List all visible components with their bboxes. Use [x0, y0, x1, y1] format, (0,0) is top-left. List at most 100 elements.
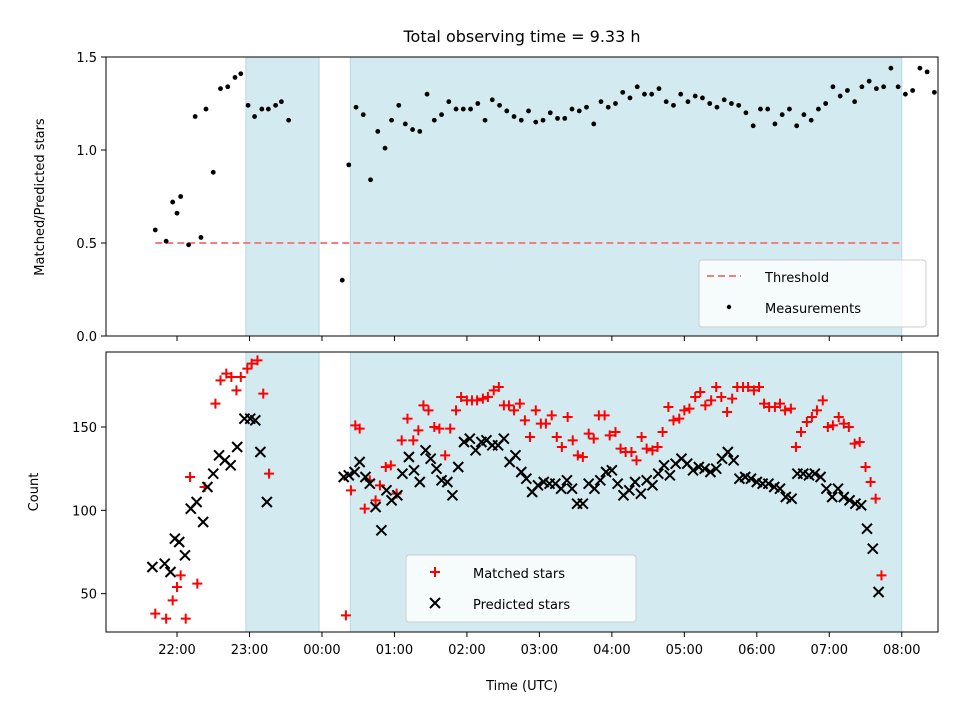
matched-star-point — [345, 485, 356, 496]
predicted-star-point — [843, 494, 856, 507]
matched-star-point — [562, 412, 573, 422]
matched-star-point — [370, 495, 381, 506]
predicted-star-point — [364, 477, 376, 490]
x-tick-label: 06:00 — [738, 643, 775, 658]
matched-star-point — [641, 443, 652, 454]
predicted-star-point — [606, 464, 618, 477]
predicted-star-point — [375, 524, 388, 537]
measurement-point — [245, 102, 251, 108]
predicted-star-point — [190, 496, 203, 508]
predicted-star-point — [414, 476, 426, 488]
legend-x-marker — [429, 597, 441, 609]
bottom-shade-band — [245, 352, 320, 632]
measurement-point — [518, 117, 524, 123]
matched-star-point — [647, 445, 658, 456]
matched-star-point — [451, 405, 462, 416]
matched-star-point — [226, 372, 237, 382]
predicted-star-point — [704, 466, 717, 478]
matched-star-point — [385, 460, 396, 471]
matched-star-point — [854, 437, 865, 447]
matched-star-point — [860, 462, 871, 472]
predicted-star-point — [855, 499, 867, 512]
predicted-star-point — [403, 451, 415, 463]
matched-star-point — [577, 452, 588, 462]
predicted-star-point — [832, 482, 844, 495]
predicted-star-point — [515, 466, 527, 478]
measurement-point — [830, 84, 836, 90]
top-y-tick-label: 1.0 — [76, 144, 97, 159]
measurement-point — [511, 114, 517, 119]
measurement-point — [475, 101, 481, 106]
matched-star-point — [493, 382, 504, 392]
matched-star-point — [843, 422, 854, 432]
matched-star-point — [716, 392, 727, 402]
predicted-star-point — [458, 436, 470, 448]
x-tick-label: 08:00 — [883, 643, 920, 658]
top-y-tick-label: 1.5 — [76, 51, 97, 66]
bottom-legend: Matched stars Predicted stars — [405, 554, 637, 623]
measurement-point — [569, 106, 575, 112]
matched-star-point — [246, 358, 257, 369]
predicted-star-point — [520, 472, 533, 485]
bottom-legend-box — [405, 554, 637, 623]
top-series-layer — [152, 65, 937, 283]
measurement-point — [152, 227, 158, 233]
matched-star-point — [530, 405, 541, 416]
chart-title: Total observing time = 9.33 h — [402, 27, 640, 46]
legend-plus-marker — [430, 567, 440, 577]
measurement-point — [339, 277, 345, 283]
top-y-axis-label: Matched/Predicted stars — [33, 118, 48, 276]
measurement-point — [346, 162, 352, 168]
legend-measurements-swatch — [726, 304, 732, 310]
predicted-star-point — [158, 557, 171, 570]
predicted-star-point — [814, 471, 827, 483]
matched-star-point — [354, 423, 365, 434]
matched-star-point — [811, 405, 822, 416]
measurement-point — [225, 84, 231, 90]
matched-star-point — [396, 435, 407, 446]
measurement-point — [671, 102, 676, 108]
measurement-point — [794, 123, 800, 129]
measurement-point — [170, 199, 176, 205]
matched-star-point — [806, 412, 817, 422]
measurement-point — [931, 89, 937, 95]
matched-star-point — [604, 430, 615, 441]
matched-star-point — [833, 412, 844, 422]
matched-star-point — [822, 422, 833, 432]
matched-star-point — [192, 578, 203, 589]
measurement-point — [453, 106, 459, 112]
measurement-point — [714, 104, 720, 110]
measurement-point — [685, 99, 691, 105]
measurement-point — [888, 65, 894, 71]
measurement-point — [526, 108, 531, 114]
matched-star-point — [185, 472, 196, 482]
matched-star-point — [769, 402, 780, 412]
measurement-point — [881, 84, 887, 90]
matched-star-point — [636, 432, 647, 442]
measurement-point — [736, 102, 742, 108]
x-axis-label: Time (UTC) — [485, 679, 558, 694]
predicted-star-point — [452, 461, 464, 473]
x-tick-label: 04:00 — [593, 643, 630, 658]
legend-matched-label: Matched stars — [473, 567, 565, 582]
matched-star-point — [434, 423, 445, 434]
matched-star-point — [482, 392, 493, 402]
measurement-point — [765, 106, 771, 112]
predicted-star-point — [424, 452, 437, 465]
matched-star-point — [252, 355, 263, 366]
measurement-point — [396, 102, 402, 108]
measurement-point — [779, 112, 785, 118]
measurement-point — [389, 117, 394, 123]
predicted-star-point — [809, 467, 821, 480]
measurement-point — [547, 110, 553, 116]
measurement-point — [866, 78, 872, 84]
matched-star-point — [546, 410, 557, 421]
legend-matched-swatch — [430, 567, 440, 577]
predicted-star-point — [652, 467, 664, 480]
measurement-point — [203, 106, 209, 112]
matched-star-point — [674, 413, 685, 424]
measurement-point — [816, 106, 821, 112]
measurement-point — [801, 112, 807, 118]
measurement-point — [656, 86, 662, 92]
predicted-star-point — [254, 446, 267, 458]
